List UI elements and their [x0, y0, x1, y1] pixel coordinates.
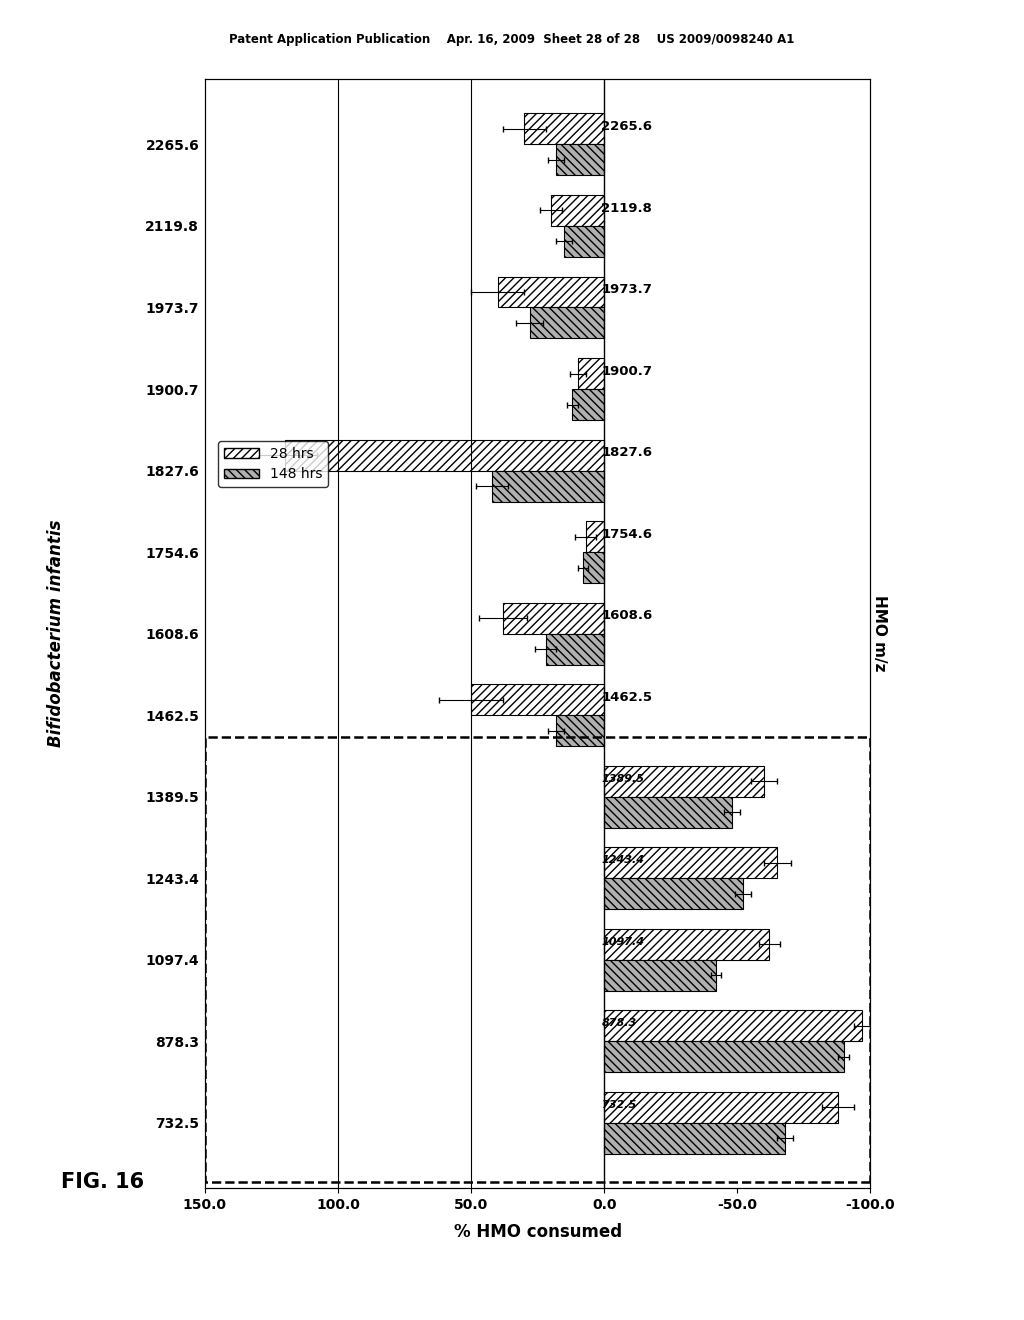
- Bar: [524, 114, 604, 144]
- Bar: [604, 1010, 862, 1041]
- Bar: [529, 308, 604, 338]
- Bar: [556, 144, 604, 176]
- X-axis label: % HMO consumed: % HMO consumed: [454, 1222, 622, 1241]
- Text: 1754.6: 1754.6: [601, 528, 652, 541]
- Bar: [604, 797, 732, 828]
- Bar: [578, 358, 604, 389]
- Bar: [556, 715, 604, 746]
- Bar: [503, 603, 604, 634]
- Bar: [604, 878, 742, 909]
- Text: 1827.6: 1827.6: [601, 446, 652, 459]
- Bar: [604, 847, 777, 878]
- Bar: [205, 737, 870, 1183]
- Text: 878.3: 878.3: [601, 1018, 637, 1028]
- Bar: [498, 276, 604, 308]
- Bar: [604, 1092, 839, 1123]
- Text: Bifidobacterium infantis: Bifidobacterium infantis: [47, 520, 66, 747]
- Bar: [604, 1041, 844, 1072]
- Bar: [493, 470, 604, 502]
- Text: 1243.4: 1243.4: [601, 855, 644, 865]
- Text: 732.5: 732.5: [601, 1100, 637, 1110]
- Text: 1097.4: 1097.4: [601, 937, 644, 946]
- Bar: [572, 389, 604, 420]
- Text: FIG. 16: FIG. 16: [61, 1172, 144, 1192]
- Bar: [564, 226, 604, 257]
- Text: 1973.7: 1973.7: [601, 282, 652, 296]
- Bar: [583, 552, 604, 583]
- Bar: [586, 521, 604, 552]
- Text: 1462.5: 1462.5: [601, 690, 652, 704]
- Legend: 28 hrs, 148 hrs: 28 hrs, 148 hrs: [218, 441, 328, 487]
- Text: 2119.8: 2119.8: [601, 202, 652, 215]
- Bar: [551, 195, 604, 226]
- Bar: [604, 1123, 785, 1154]
- Bar: [604, 960, 716, 991]
- Text: Patent Application Publication    Apr. 16, 2009  Sheet 28 of 28    US 2009/00982: Patent Application Publication Apr. 16, …: [229, 33, 795, 46]
- Text: 2265.6: 2265.6: [601, 120, 652, 133]
- Bar: [604, 766, 764, 797]
- Bar: [471, 684, 604, 715]
- Bar: [604, 929, 769, 960]
- Text: 1608.6: 1608.6: [601, 609, 652, 622]
- Text: 1900.7: 1900.7: [601, 364, 652, 378]
- Text: 1389.5: 1389.5: [601, 774, 644, 784]
- Y-axis label: HMO m/z: HMO m/z: [872, 595, 887, 672]
- Bar: [285, 440, 604, 470]
- Bar: [546, 634, 604, 664]
